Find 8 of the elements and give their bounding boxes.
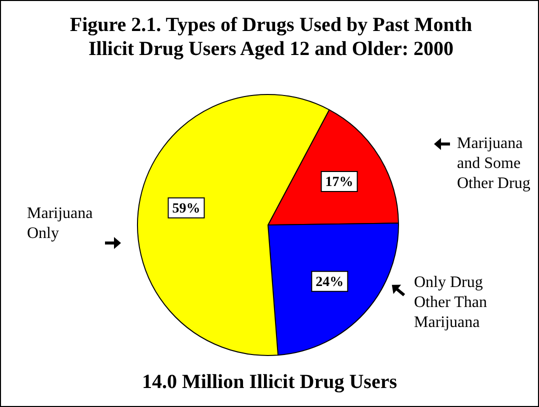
slice-label: Only Drug Other Than Marijuana <box>414 273 488 333</box>
data-label: 59% <box>172 202 200 217</box>
chart-title: Figure 2.1. Types of Drugs Used by Past Month Illicit Drug Users Aged 12 and Older: 2000 <box>68 13 474 61</box>
slice-label: Marijuana Only <box>27 204 94 244</box>
data-label: 17% <box>325 175 354 190</box>
text: 14.0 Million Illicit Drug Users <box>141 371 398 394</box>
data-label: 24% <box>316 274 344 290</box>
slice-label: Marijuana and Some Other Drug <box>457 134 532 194</box>
